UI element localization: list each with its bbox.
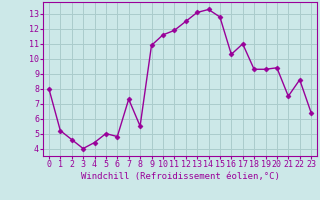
X-axis label: Windchill (Refroidissement éolien,°C): Windchill (Refroidissement éolien,°C) xyxy=(81,172,279,181)
